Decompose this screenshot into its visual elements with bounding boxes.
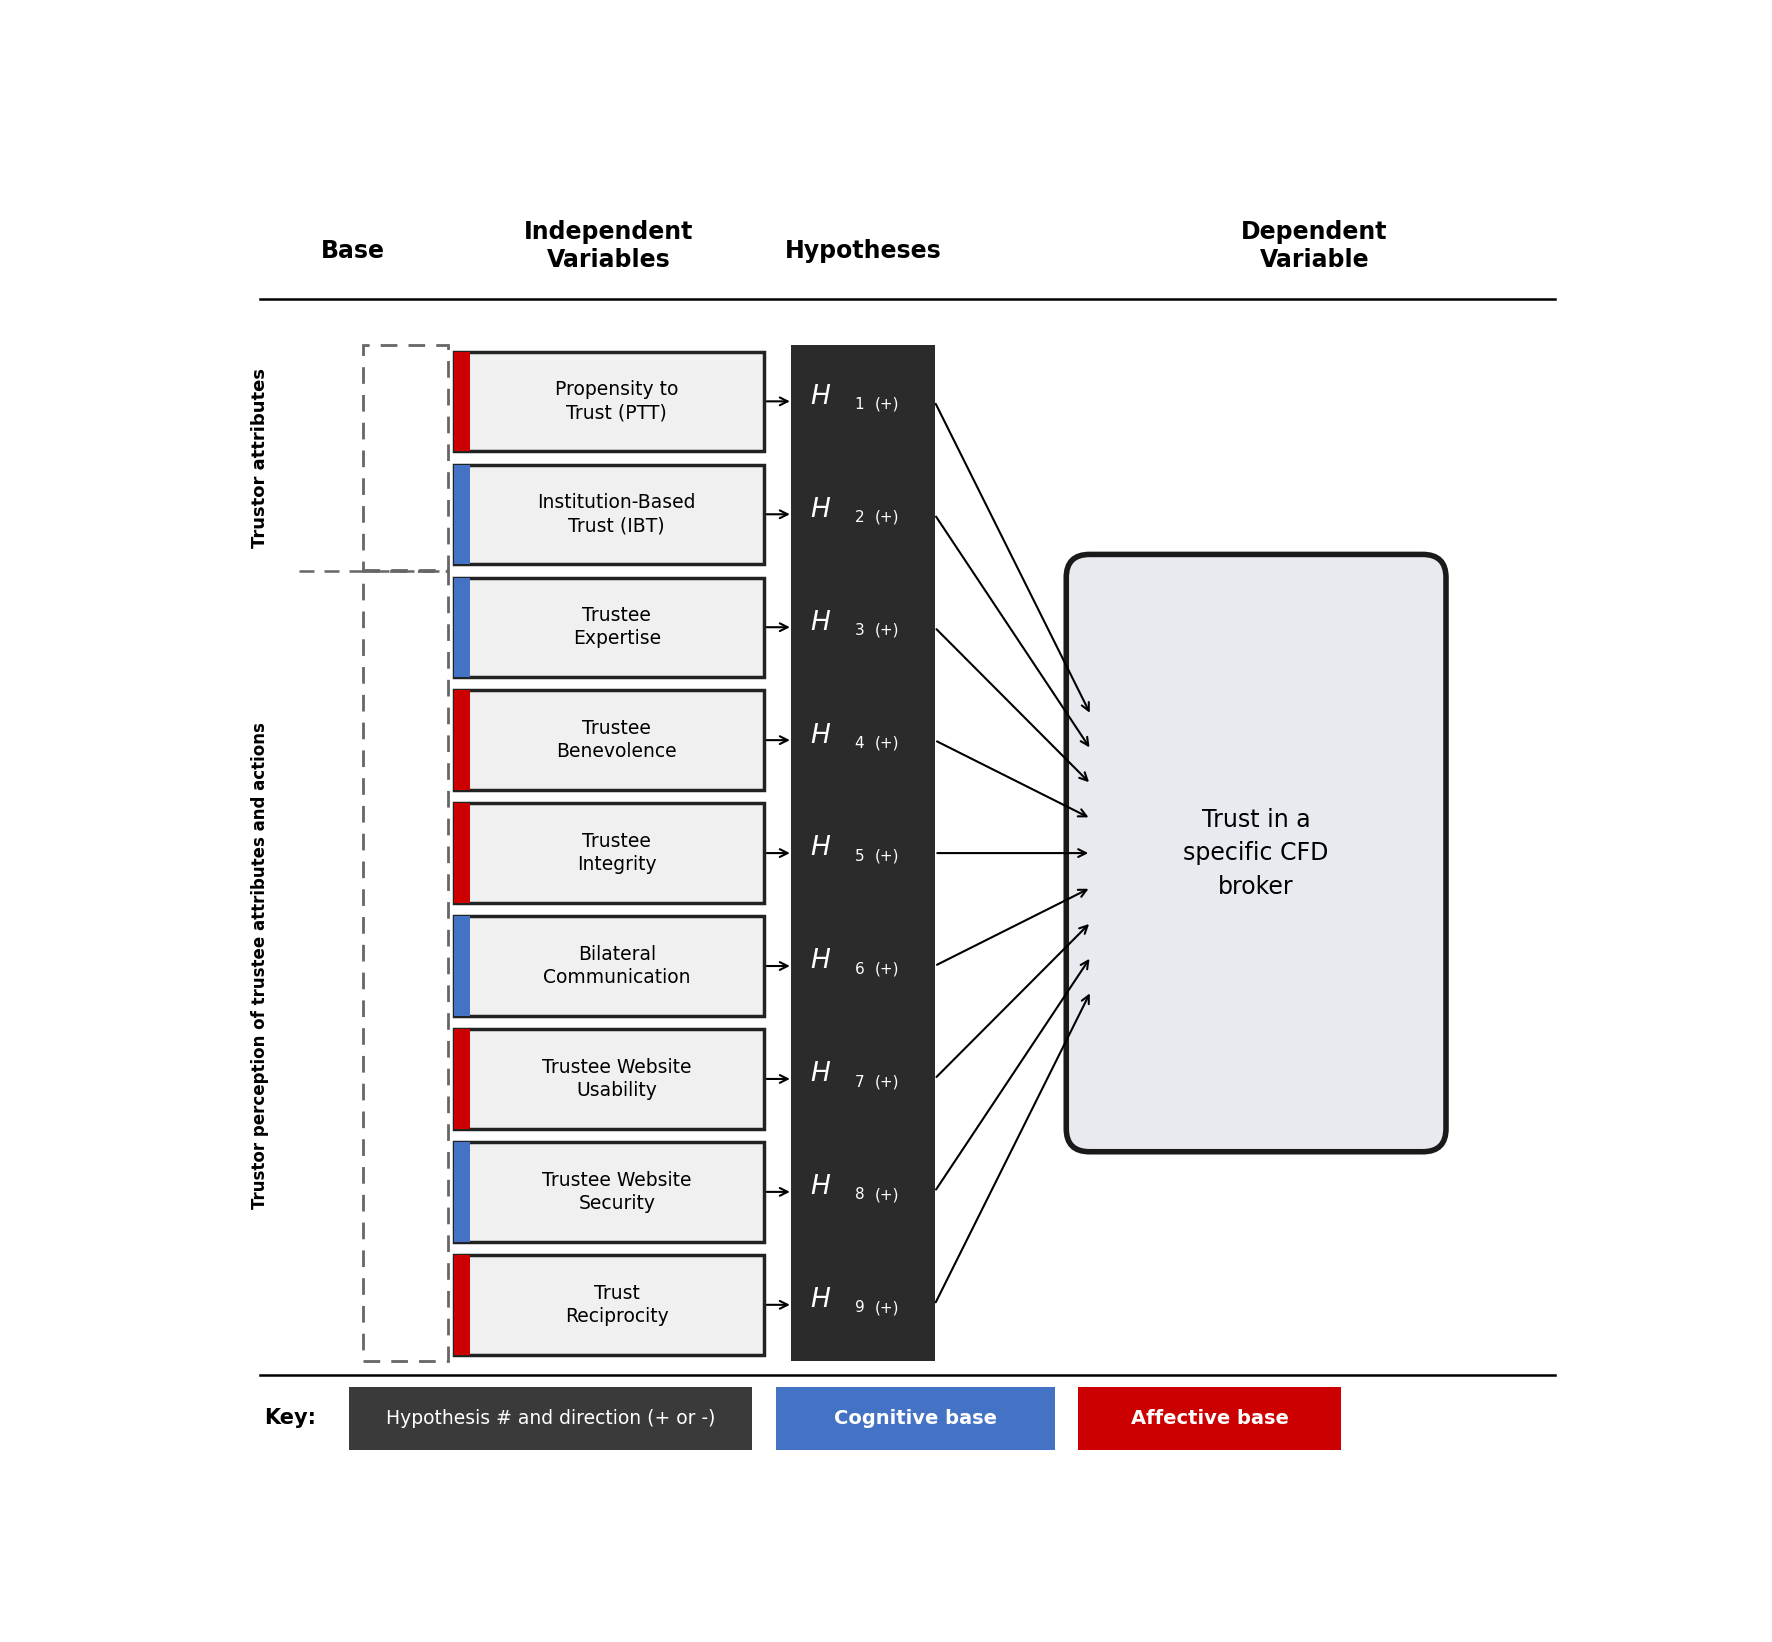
Text: 7: 7 [854, 1074, 865, 1090]
Text: (+): (+) [875, 511, 900, 525]
Bar [454, 578, 470, 677]
Text: $H$: $H$ [810, 1061, 831, 1087]
Text: Trustee
Integrity: Trustee Integrity [578, 832, 657, 874]
Text: Trust
Reciprocity: Trust Reciprocity [565, 1284, 668, 1325]
Text: $H$: $H$ [810, 384, 831, 410]
FancyBboxPatch shape [1067, 555, 1446, 1151]
Bar [454, 465, 470, 563]
Text: $H$: $H$ [810, 836, 831, 862]
Text: (+): (+) [875, 1187, 900, 1202]
Bar [790, 571, 934, 683]
Text: Trustee
Benevolence: Trustee Benevolence [556, 719, 677, 760]
Bar [790, 1135, 934, 1248]
Text: $H$: $H$ [810, 949, 831, 974]
Bar [363, 571, 448, 1361]
Bar [363, 345, 448, 570]
Text: Trustor perception of trustee attributes and actions: Trustor perception of trustee attributes… [252, 722, 269, 1210]
Bar [454, 1030, 764, 1128]
Text: Institution-Based
Trust (IBT): Institution-Based Trust (IBT) [537, 493, 696, 535]
Bar [454, 916, 764, 1016]
Text: Hypotheses: Hypotheses [785, 240, 941, 263]
Text: 5: 5 [854, 849, 865, 864]
Text: $H$: $H$ [810, 1287, 831, 1314]
Text: 6: 6 [854, 962, 865, 977]
Bar [454, 1254, 470, 1355]
Text: 9: 9 [854, 1300, 865, 1315]
Text: (+): (+) [875, 962, 900, 977]
Bar [454, 803, 470, 903]
Bar [454, 1030, 470, 1128]
Bar [454, 1143, 764, 1241]
Text: 3: 3 [854, 622, 865, 637]
Bar [454, 690, 764, 790]
Text: Dependent
Variable: Dependent Variable [1240, 220, 1387, 273]
Text: (+): (+) [875, 1074, 900, 1090]
Text: $H$: $H$ [810, 1174, 831, 1200]
Bar [790, 345, 934, 458]
Text: (+): (+) [875, 1300, 900, 1315]
Text: (+): (+) [875, 849, 900, 864]
Bar [1077, 1387, 1341, 1450]
Bar [454, 1254, 764, 1355]
Bar [790, 683, 934, 796]
Bar [454, 916, 470, 1016]
Bar [454, 1143, 470, 1241]
Text: $H$: $H$ [810, 496, 831, 522]
Text: Trustee Website
Usability: Trustee Website Usability [542, 1057, 691, 1100]
Bar [454, 465, 764, 563]
Text: $H$: $H$ [810, 609, 831, 635]
Bar [454, 351, 470, 452]
Text: 2: 2 [854, 511, 865, 525]
Text: (+): (+) [875, 397, 900, 412]
Bar [454, 578, 764, 677]
Text: 8: 8 [854, 1187, 865, 1202]
Bar [454, 690, 470, 790]
Text: (+): (+) [875, 736, 900, 750]
Bar [790, 1023, 934, 1135]
Bar [790, 458, 934, 571]
Bar [454, 803, 764, 903]
Text: 1: 1 [854, 397, 865, 412]
Bar [349, 1387, 753, 1450]
Text: Trustee
Expertise: Trustee Expertise [572, 606, 661, 649]
Text: Affective base: Affective base [1131, 1409, 1288, 1429]
Text: Trustor attributes: Trustor attributes [252, 368, 269, 548]
Text: Key:: Key: [264, 1409, 315, 1429]
Text: Base: Base [321, 240, 385, 263]
Text: Independent
Variables: Independent Variables [525, 220, 693, 273]
Text: 4: 4 [854, 736, 865, 750]
Bar [454, 351, 764, 452]
Bar [790, 1248, 934, 1361]
Text: Hypothesis # and direction (+ or -): Hypothesis # and direction (+ or -) [386, 1409, 716, 1429]
Text: Bilateral
Communication: Bilateral Communication [542, 946, 691, 987]
Text: Trust in a
specific CFD
broker: Trust in a specific CFD broker [1184, 808, 1329, 898]
Bar [776, 1387, 1054, 1450]
Text: Cognitive base: Cognitive base [833, 1409, 996, 1429]
Text: Trustee Website
Security: Trustee Website Security [542, 1171, 691, 1213]
Bar [790, 910, 934, 1023]
Text: Propensity to
Trust (PTT): Propensity to Trust (PTT) [555, 381, 679, 422]
Bar [790, 796, 934, 910]
Text: (+): (+) [875, 622, 900, 637]
Text: $H$: $H$ [810, 722, 831, 749]
